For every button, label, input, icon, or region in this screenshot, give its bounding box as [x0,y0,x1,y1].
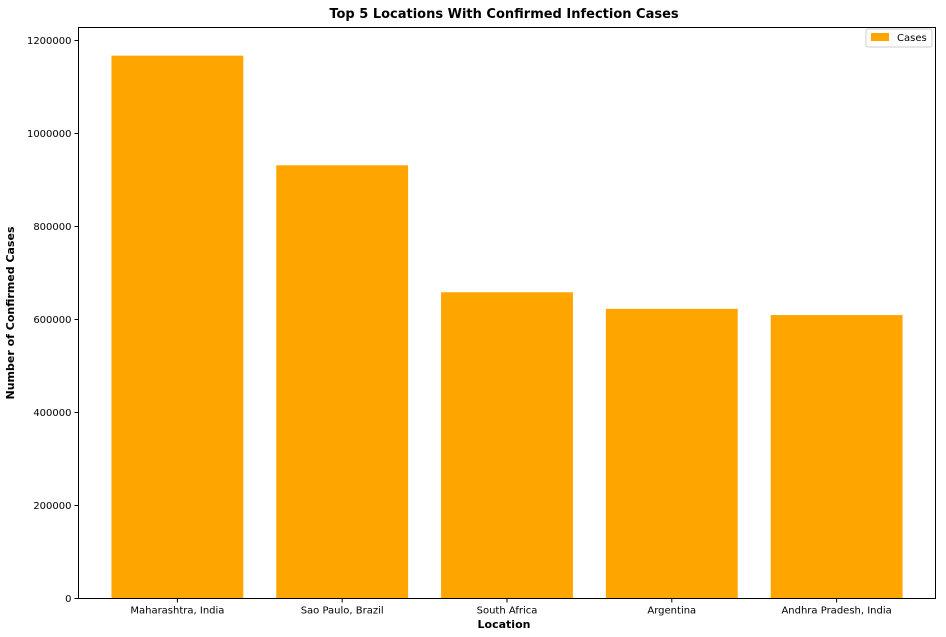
legend-label: Cases [897,33,927,44]
x-tick-label-1: Sao Paulo, Brazil [301,606,384,617]
x-tick-label-2: South Africa [477,606,538,617]
y-axis: 0 200000 400000 600000 800000 1000000 1200000 [27,36,79,605]
x-tick-label-0: Maharashtra, India [130,606,224,617]
y-tick-label-3: 600000 [33,315,71,326]
bar-3 [605,308,738,599]
y-tick-label-6: 1200000 [27,36,72,47]
y-tick-label-0: 0 [65,594,71,605]
y-tick-label-1: 200000 [33,501,71,512]
bar-2 [441,292,573,599]
bar-1 [276,165,409,599]
chart-title: Top 5 Locations With Confirmed Infection… [329,7,679,22]
bars-group [111,55,903,599]
y-tick-label-5: 1000000 [27,129,72,140]
bar-0 [111,55,244,599]
y-tick-label-2: 400000 [33,408,71,419]
x-tick-label-4: Andhra Pradesh, India [781,606,891,617]
legend-swatch [871,33,889,41]
y-tick-label-4: 800000 [33,222,71,233]
x-axis: Maharashtra, India Sao Paulo, Brazil South… [130,598,892,617]
bar-4 [770,315,903,599]
y-axis-label: Number of Confirmed Cases [4,226,17,399]
legend: Cases [865,28,933,48]
x-axis-label: Location [478,618,531,631]
plot-frame [78,27,936,599]
x-tick-label-3: Argentina [647,606,696,617]
